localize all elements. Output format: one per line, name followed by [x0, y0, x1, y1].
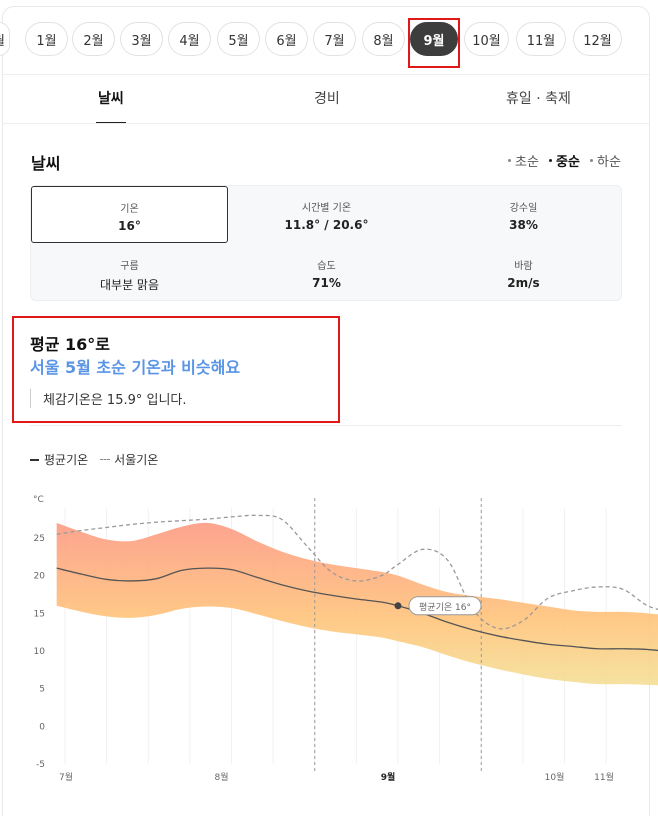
comparison-text: 서울 5월 초순 기온과 비슷해요	[30, 358, 241, 377]
y-tick-label: -5	[36, 760, 45, 770]
legend-seoul: 서울기온	[114, 453, 159, 467]
series-seoul-line	[56, 514, 658, 630]
dot-icon	[508, 159, 511, 162]
month-pill[interactable]: 5월	[217, 22, 260, 56]
y-tick-label: 10	[34, 647, 46, 657]
period-label: 초순	[515, 155, 539, 170]
average-temperature-heading: 평균 16°로	[30, 335, 110, 354]
feels-like-text: 체감기온은 15.9° 입니다.	[30, 389, 187, 408]
y-tick-label: 20	[34, 572, 46, 582]
stat-temperature[interactable]: 기온 16°	[31, 186, 228, 243]
selected-month-highlight	[408, 18, 460, 68]
stat-value: 71%	[312, 276, 341, 290]
section-title: 날씨	[31, 154, 61, 173]
y-tick-label: 5	[39, 685, 45, 695]
month-pill[interactable]: 11월	[516, 22, 566, 56]
dot-icon	[590, 159, 593, 162]
stat-label: 바람	[514, 261, 533, 272]
stat-value: 38%	[509, 218, 538, 232]
divider	[3, 123, 649, 124]
marker-tooltip-label: 평균기온 16°	[419, 602, 471, 613]
y-tick-label: 25	[34, 534, 45, 544]
legend-average: 평균기온	[44, 453, 89, 467]
marker-tooltip	[408, 596, 482, 616]
month-pill[interactable]: 1월	[25, 22, 68, 56]
stat-value: 대부분 맑음	[99, 278, 159, 292]
divider	[3, 74, 649, 75]
x-tick-label: 11월	[594, 771, 614, 783]
month-pill[interactable]: 3월	[120, 22, 163, 56]
month-pill[interactable]: 4월	[168, 22, 211, 56]
month-pill[interactable]: 2월	[72, 22, 115, 56]
month-pill[interactable]: 7월	[313, 22, 356, 56]
stat-wind[interactable]: 바람 2m/s	[425, 244, 622, 301]
stat-value: 2m/s	[507, 276, 540, 290]
x-tick-label: 9월	[381, 771, 396, 783]
month-pill[interactable]: 월	[0, 22, 10, 56]
stat-humidity[interactable]: 습도 71%	[228, 244, 425, 301]
tab-expenses[interactable]: 경비	[314, 91, 340, 107]
stat-label: 기온	[120, 204, 139, 215]
temperature-chart: °C -5 0 5 10 15 20 25 평균기온 16° 7월 8월 9월 10월 11월	[33, 495, 658, 783]
weather-stats-grid: 기온 16° 시간별 기온 11.8° / 20.6° 강수일 38% 구름 대…	[30, 185, 622, 301]
tab-holidays-festivals[interactable]: 휴일 · 축제	[506, 91, 571, 107]
stat-value: 11.8° / 20.6°	[284, 218, 369, 232]
stat-hourly-temperature[interactable]: 시간별 기온 11.8° / 20.6°	[228, 186, 425, 243]
period-label: 중순	[556, 155, 580, 170]
month-pill[interactable]: 6월	[265, 22, 308, 56]
stat-value: 16°	[118, 219, 141, 233]
stat-label: 시간별 기온	[301, 203, 352, 214]
stat-label: 습도	[317, 261, 336, 272]
x-tick-label: 10월	[545, 771, 565, 783]
month-pill[interactable]: 12월	[573, 22, 622, 56]
period-late[interactable]: 하순	[590, 151, 621, 170]
temperature-range-band	[56, 522, 658, 686]
stat-clouds[interactable]: 구름 대부분 맑음	[31, 244, 228, 301]
solid-line-icon	[30, 458, 39, 461]
chart-legend: 평균기온 서울기온	[30, 451, 158, 468]
period-label: 하순	[597, 155, 621, 170]
month-pill[interactable]: 10월	[464, 22, 509, 56]
period-early[interactable]: 초순	[508, 151, 539, 170]
y-axis-unit: °C	[33, 495, 44, 505]
average-marker-point	[394, 602, 402, 610]
x-tick-label: 7월	[59, 771, 73, 783]
month-pill[interactable]: 8월	[362, 22, 405, 56]
stat-label: 강수일	[509, 203, 538, 214]
stat-precipitation-days[interactable]: 강수일 38%	[425, 186, 622, 243]
tab-weather[interactable]: 날씨	[98, 91, 124, 107]
summary-highlight	[12, 316, 340, 423]
month-pill[interactable]: 9월	[410, 22, 458, 56]
dashed-line-icon	[100, 459, 111, 460]
page-panel	[2, 6, 650, 816]
period-mid[interactable]: 중순	[549, 151, 580, 170]
dot-icon	[549, 159, 552, 162]
y-tick-label: 0	[39, 722, 45, 732]
y-tick-label: 15	[34, 609, 45, 619]
stat-label: 구름	[120, 261, 139, 272]
x-tick-label: 8월	[214, 771, 228, 783]
divider	[30, 425, 622, 426]
